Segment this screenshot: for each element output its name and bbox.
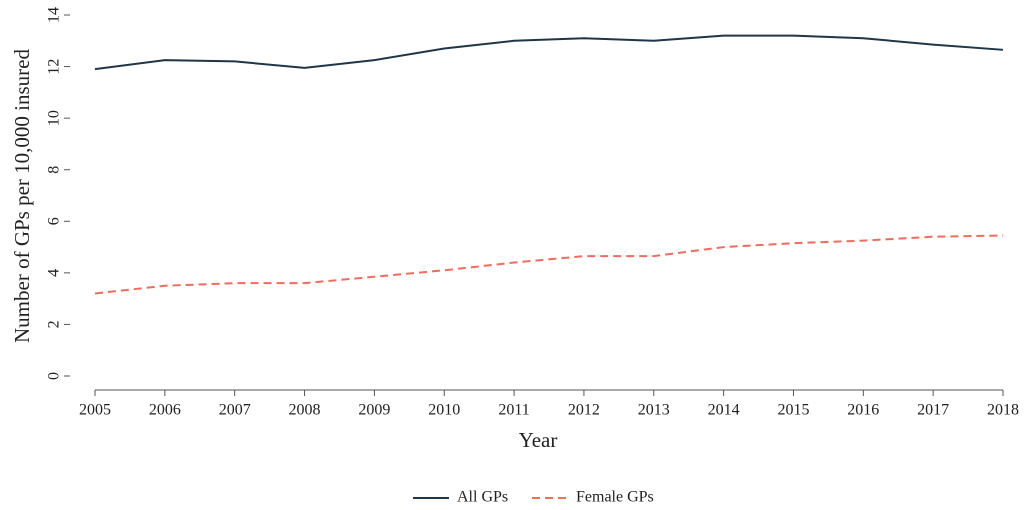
x-tick-label: 2015: [777, 402, 809, 419]
legend-label: All GPs: [457, 489, 508, 506]
y-tick-label: 4: [46, 269, 63, 277]
data-line: [94, 234, 1004, 295]
y-tick-label: 14: [46, 7, 63, 23]
y-axis-title: Number of GPs per 10,000 insured: [10, 49, 34, 343]
x-tick-label: 2006: [149, 402, 181, 419]
x-tick-label: 2017: [917, 402, 949, 419]
x-tick-label: 2007: [219, 402, 251, 419]
y-tick-label: 12: [46, 59, 63, 75]
x-tick-label: 2010: [428, 402, 460, 419]
x-tick-label: 2012: [568, 402, 600, 419]
x-tick-label: 2008: [289, 402, 321, 419]
y-tick-label: 0: [46, 372, 63, 380]
x-tick-label: 2009: [358, 402, 390, 419]
x-tick-label: 2011: [498, 402, 529, 419]
x-tick-label: 2014: [708, 402, 740, 419]
x-tick-label: 2016: [847, 402, 879, 419]
x-tick-label: 2018: [987, 402, 1019, 419]
x-tick-label: 2005: [79, 402, 111, 419]
legend-label: Female GPs: [576, 489, 654, 506]
y-tick-label: 6: [46, 217, 63, 225]
x-tick-label: 2013: [638, 402, 670, 419]
data-line: [94, 34, 1004, 71]
y-tick-label: 8: [46, 166, 63, 174]
x-axis-title: Year: [519, 428, 558, 452]
y-tick-label: 10: [46, 110, 63, 126]
y-tick-label: 2: [46, 320, 63, 328]
